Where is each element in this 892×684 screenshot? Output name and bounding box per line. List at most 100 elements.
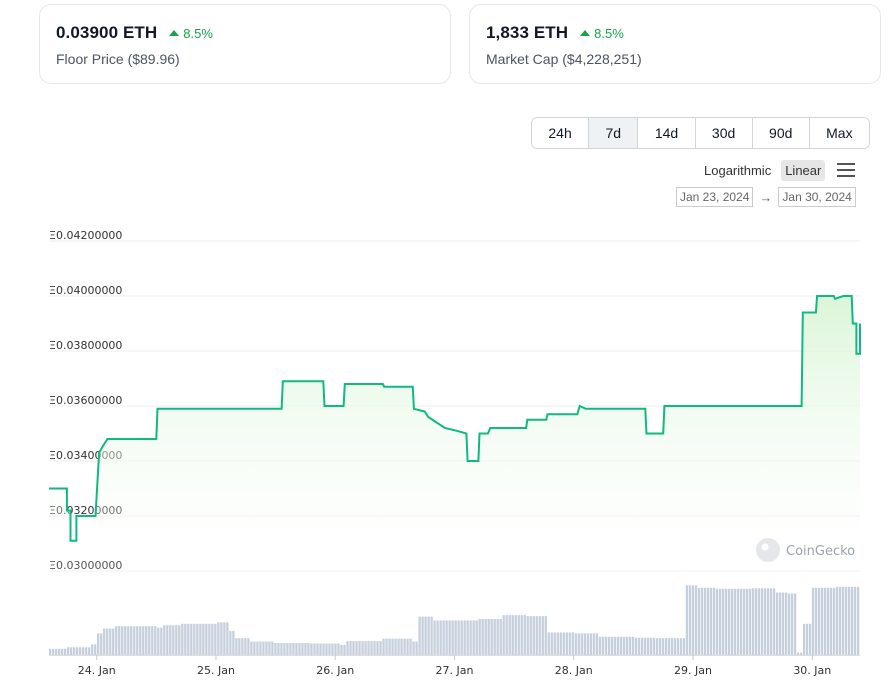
range-14d-button[interactable]: 14d [638,118,696,148]
volume-bar [634,637,638,655]
volume-bar [271,641,274,655]
volume-bar [526,616,529,655]
volume-bar [325,643,328,655]
volume-bar [745,588,749,655]
volume-bars [49,585,860,655]
volume-bar [715,588,719,655]
volume-bar [667,638,671,655]
volume-bar [427,616,430,655]
volume-bar [97,633,100,655]
volume-bar [511,615,514,655]
chart-menu-icon[interactable] [837,163,856,177]
volume-bar [406,638,409,655]
volume-bar [115,626,118,655]
volume-bar [202,623,205,655]
volume-bar [841,586,845,655]
volume-bar [857,586,860,655]
volume-bar [229,631,232,655]
volume-bar [436,620,439,655]
volume-bar [400,638,403,655]
volume-bar [109,628,112,655]
volume-bar [175,625,178,655]
volume-bar [187,623,190,655]
volume-bar [691,585,695,655]
volume-bar [460,620,463,655]
volume-bar [256,641,259,655]
date-from-input[interactable]: Jan 23, 2024 [676,187,754,207]
volume-bar [340,644,343,655]
volume-bar [811,587,815,655]
volume-bar [100,633,103,655]
volume-bar [556,632,559,655]
volume-bar [589,633,592,655]
volume-bar [682,638,686,655]
floor-price-change: 8.5% [169,26,213,41]
linear-button[interactable]: Linear [781,159,826,181]
volume-bar [145,626,148,655]
volume-bar [91,644,94,655]
volume-bar [193,623,196,655]
x-tick-label: 25. Jan [197,664,235,677]
volume-bar [439,620,442,655]
volume-bar [415,641,418,655]
volume-bar [367,641,370,655]
logarithmic-button[interactable]: Logarithmic [700,160,775,181]
volume-bar [517,615,520,655]
volume-bar [106,628,109,655]
volume-bar [673,638,677,655]
volume-bar [85,647,88,655]
volume-bar [124,626,127,655]
volume-bar [490,619,493,655]
volume-bar [487,619,490,655]
date-to-input[interactable]: Jan 30, 2024 [778,187,856,207]
volume-bar [703,587,707,655]
market-cap-card: 1,833 ETH 8.5% Market Cap ($4,228,251) [469,4,881,84]
volume-bar [478,619,481,655]
range-30d-button[interactable]: 30d [695,118,753,148]
volume-bar [334,643,337,655]
volume-bar [238,638,241,655]
volume-bar [214,623,217,655]
volume-bar [301,643,304,655]
volume-bar [394,638,397,655]
x-tick-label: 28. Jan [555,664,593,677]
volume-bar [850,586,854,655]
volume-bar [265,641,268,655]
volume-bar [688,585,692,655]
volume-bar [847,586,851,655]
volume-bar [466,620,469,655]
volume-bar [778,592,782,655]
volume-bar [184,623,187,655]
range-24h-button[interactable]: 24h [532,118,590,148]
volume-bar [166,625,169,655]
volume-bar [712,587,716,655]
volume-bar [697,587,701,655]
volume-bar [49,648,52,655]
volume-bar [370,641,373,655]
range-7d-button[interactable]: 7d [589,118,639,148]
volume-bar [88,647,91,655]
volume-bar [277,643,280,655]
volume-bar [832,587,836,655]
volume-bar [220,622,223,655]
volume-bar [139,626,142,655]
volume-bar [625,636,629,655]
volume-bar [613,636,616,655]
volume-bar [793,593,797,655]
volume-bar [721,588,725,655]
volume-bar [331,643,334,655]
volume-bar [382,638,385,655]
date-arrow: → [759,189,773,205]
volume-bar [346,641,349,655]
volume-bar [496,619,499,655]
volume-bar [274,643,277,655]
range-90d-button[interactable]: 90d [752,118,810,148]
range-max-button[interactable]: Max [809,118,869,148]
volume-bar [163,625,166,655]
volume-bar [337,643,340,655]
volume-bar [754,588,758,655]
volume-bar [544,616,547,655]
volume-bar [592,633,595,655]
floor-price-label: Floor Price ($89.96) [56,51,180,67]
volume-bar [313,643,316,655]
